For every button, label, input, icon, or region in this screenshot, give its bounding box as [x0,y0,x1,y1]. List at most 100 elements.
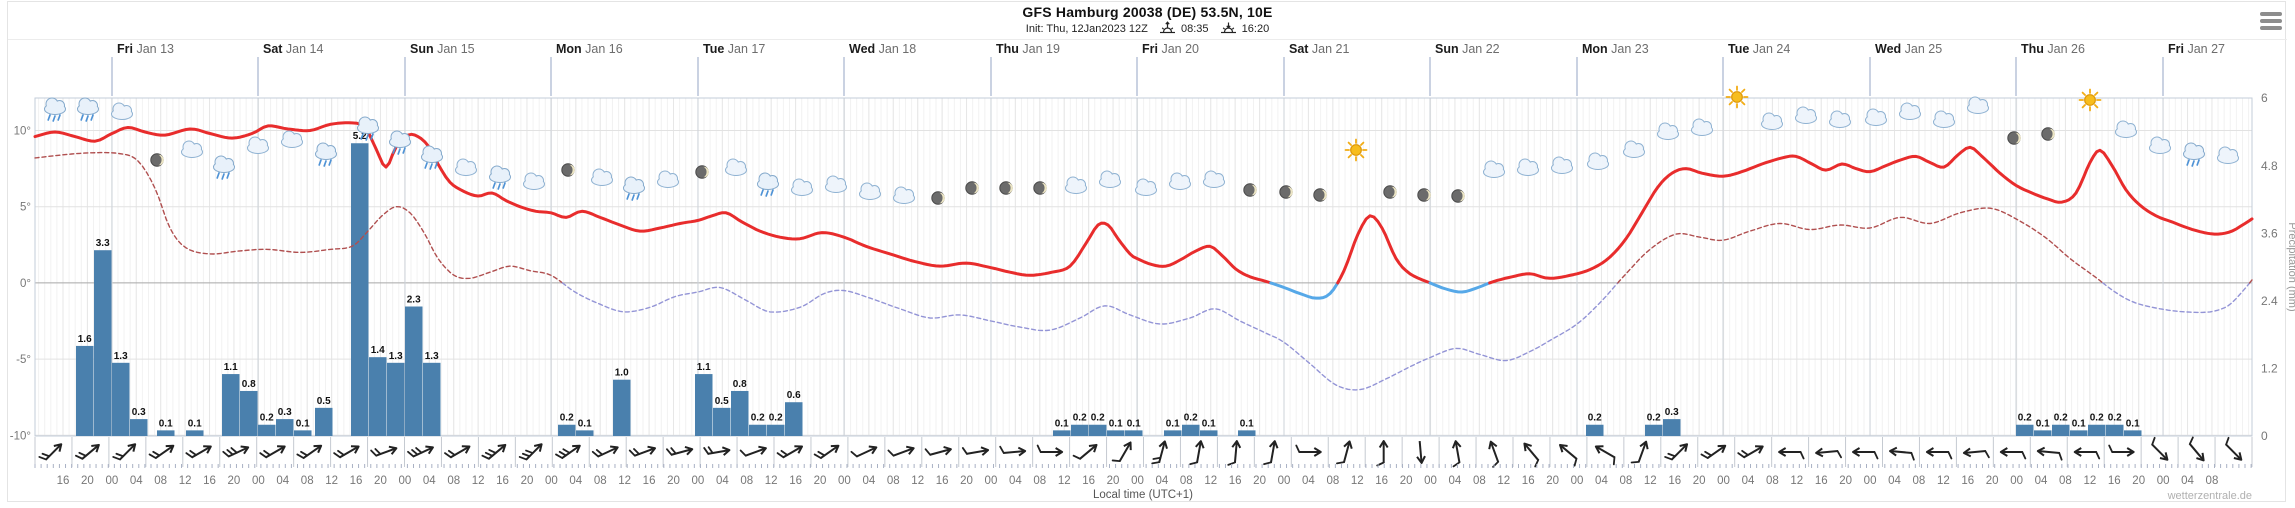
hour-label: 20 [1986,475,1999,487]
svg-text:Wed Jan 18: Wed Jan 18 [849,42,916,56]
hour-label: 08 [740,475,753,487]
precip-bar: 0.3 [276,407,294,436]
hour-label: 04 [2181,475,2194,487]
hour-label: 16 [1082,475,1095,487]
cloud-icon [523,172,545,190]
hour-label: 00 [1864,475,1877,487]
hour-label: 16 [936,475,949,487]
precip-bar: 0.8 [731,379,749,436]
wind-barb-icon [296,444,323,460]
hour-label: 12 [325,475,338,487]
rain-icon [77,97,99,122]
day-label: Thu Jan 26 [2015,42,2085,96]
wind-barb-icon [1376,440,1389,467]
x-axis-title: Local time (UTC+1) [1093,489,1193,501]
day-label: Mon Jan 23 [1576,42,1649,96]
wind-barb-icon [2188,436,2205,462]
hour-label: 08 [2206,475,2219,487]
precip-bar: 0.1 [1107,418,1125,436]
precip-value-label: 0.2 [560,413,574,424]
precip-axis-tick: 3.6 [2261,226,2278,240]
wind-barb-icon [444,445,471,459]
cloud-icon [657,170,679,188]
precip-bar: 0.2 [749,413,767,436]
wind-barb-icon [1664,443,1689,461]
precip-bar: 0.2 [1071,413,1089,436]
precip-bar: 0.5 [315,396,333,436]
hour-label: 00 [545,475,558,487]
precip-value-label: 0.1 [159,418,173,429]
wind-barb-icon [518,443,543,461]
hour-label: 12 [1351,475,1364,487]
wind-barb-icon [591,445,619,458]
precip-bar: 0.1 [2070,418,2088,436]
precip-bars: 1.6 3.3 1.3 0.3 0.1 0.1 1.1 0.8 0.2 0.3 0.1 0.5 5.2 1… [76,131,2142,437]
precip-value-label: 0.1 [2072,418,2086,429]
precip-value-label: 0.8 [733,379,747,390]
moon-icon [1243,183,1257,197]
precip-bar: 0.2 [2016,413,2034,436]
wind-barb-icon [1852,447,1879,460]
hour-label: 20 [1839,475,1852,487]
wind-barb-icon [961,446,990,456]
precip-bar: 0.2 [2052,413,2070,436]
wind-barb-icon [1815,447,1842,459]
precip-value-label: 0.6 [787,390,801,401]
cloud-icon [1761,112,1783,130]
hour-label: 04 [1595,475,1608,487]
wind-barb-icon [333,445,360,459]
precip-bar: 0.1 [1164,418,1182,436]
precip-bar: 0.6 [785,390,803,436]
hour-label: 00 [252,475,265,487]
wind-barb-icon [148,444,175,460]
hour-label: 16 [350,475,363,487]
hour-label: 00 [1424,475,1437,487]
precip-value-label: 0.1 [1240,418,1254,429]
precip-value-label: 0.3 [1665,407,1679,418]
wind-barb-icon [1295,444,1322,457]
moon-icon [150,153,164,167]
precip-value-label: 1.1 [697,362,711,373]
wind-barb-icon [739,445,767,457]
hour-labels: 16 20 00 04 08 12 16 20 00 04 08 12 16 20 00 04 08 12 16 20… [57,475,2219,487]
menu-button[interactable] [2260,12,2284,32]
day-label: Sun Jan 15 [404,42,475,96]
precip-value-label: 0.2 [751,413,765,424]
cloud-icon [1865,108,1887,126]
hour-label: 16 [1961,475,1974,487]
hour-label: 04 [862,475,875,487]
precip-bar: 0.1 [2124,418,2142,436]
temp-axis-tick: 10° [14,126,31,138]
wind-barb-icon [1072,443,1098,460]
wind-barb-icon [407,445,434,458]
hour-label: 12 [1204,475,1217,487]
hour-label: 00 [105,475,118,487]
cloud-icon [1933,110,1955,128]
temp-axis-tick: -10° [10,430,31,442]
cloud-icon [1967,96,1989,114]
precip-axis-tick: 6 [2261,91,2268,105]
precip-bar: 0.2 [2088,413,2106,436]
cloud-icon [1829,110,1851,128]
hour-label: 16 [2108,475,2121,487]
cloud-icon [1099,170,1121,188]
precip-bar: 0.1 [576,418,594,436]
cloud-icon [825,175,847,193]
moon-icon [931,191,945,205]
hour-label: 04 [423,475,436,487]
precip-bar: 0.1 [1200,418,1218,436]
hour-label: 12 [1790,475,1803,487]
svg-text:Wed Jan 25: Wed Jan 25 [1875,42,1942,56]
moon-icon [999,181,1013,195]
day-label: Thu Jan 19 [990,42,1060,96]
precip-value-label: 0.3 [278,407,292,418]
rain-icon [2183,142,2205,167]
precip-axis-tick: 0 [2261,429,2268,443]
chart-header: GFS Hamburg 20038 (DE) 53.5N, 10E Init: … [0,4,2295,35]
hour-label: 08 [594,475,607,487]
precip-value-label: 0.1 [296,418,310,429]
precip-value-label: 0.2 [2018,413,2032,424]
rain-icon [315,142,337,167]
moon-icon [1279,185,1293,199]
precip-bar: 1.0 [613,368,631,436]
